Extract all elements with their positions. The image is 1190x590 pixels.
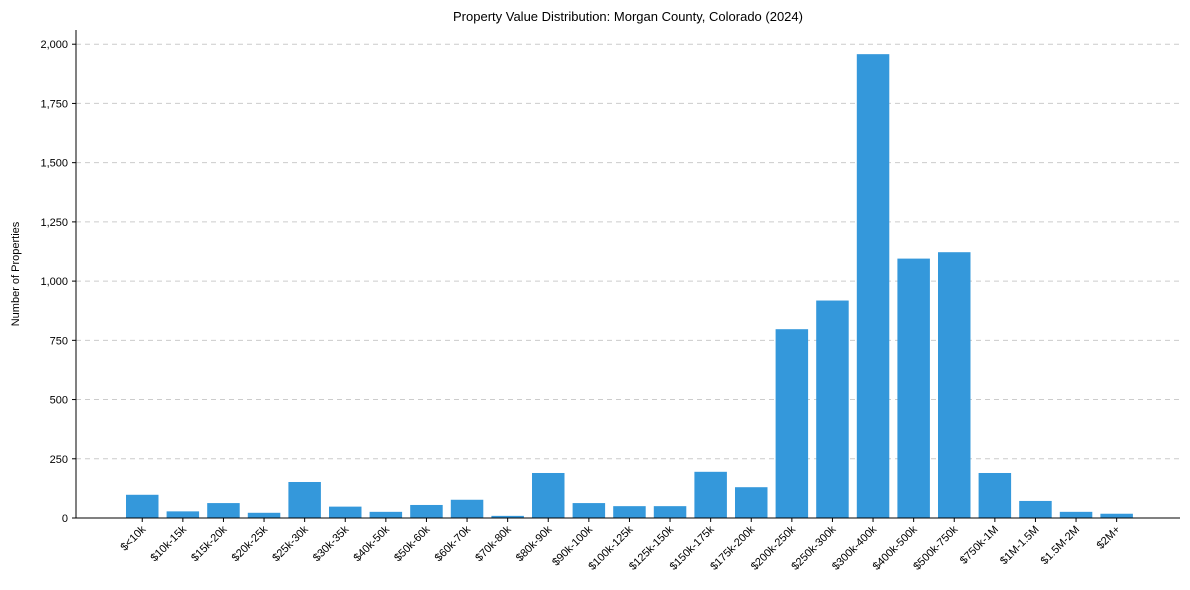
bar xyxy=(247,512,281,518)
chart-title: Property Value Distribution: Morgan Coun… xyxy=(453,9,803,24)
x-axis-ticks: $<10k $10k-15k $15k-20k $20k-25k $25k-30k $30… xyxy=(118,518,1123,573)
bar xyxy=(1019,500,1052,518)
gridlines xyxy=(76,43,1180,460)
bar xyxy=(1059,511,1093,518)
x-tick-label: $50k-60k xyxy=(392,523,433,564)
x-tick-label: $30k-35k xyxy=(311,523,352,564)
y-tick-label: 0 xyxy=(62,513,68,525)
bar xyxy=(1100,513,1133,518)
x-tick-label: $25k-30k xyxy=(270,523,311,564)
bar xyxy=(613,506,646,518)
bar xyxy=(532,472,565,518)
bar xyxy=(126,494,159,518)
bar xyxy=(978,472,1012,518)
bar xyxy=(450,499,484,518)
bar xyxy=(775,329,809,518)
x-tick-label: $<10k xyxy=(118,523,148,553)
x-tick-label: $750k-1M xyxy=(958,524,1001,567)
axes xyxy=(75,30,1180,519)
bar xyxy=(816,300,849,518)
x-tick-label: $60k-70k xyxy=(433,523,474,564)
y-tick-label: 2,000 xyxy=(40,39,68,51)
bar xyxy=(653,506,687,518)
y-tick-label: 500 xyxy=(50,395,68,407)
bar xyxy=(369,511,403,518)
y-axis-ticks: 0 250 500 750 1,000 1,250 1,500 1,750 2,000 xyxy=(40,39,76,525)
x-tick-label: $10k-15k xyxy=(148,523,189,564)
x-tick-label: $20k-25k xyxy=(230,523,271,564)
x-tick-label: $2M+ xyxy=(1095,524,1123,552)
bar xyxy=(410,504,443,518)
y-tick-label: 250 xyxy=(50,454,68,466)
bar xyxy=(694,471,727,518)
x-tick-label: $15k-20k xyxy=(189,523,230,564)
x-tick-label: $1M-1.5M xyxy=(998,524,1042,568)
bars xyxy=(126,54,1133,519)
bar xyxy=(166,511,200,518)
bar xyxy=(491,515,524,518)
y-tick-label: 1,250 xyxy=(40,217,68,229)
y-tick-label: 750 xyxy=(50,335,68,347)
x-tick-label: $80k-90k xyxy=(514,523,555,564)
bar xyxy=(938,252,971,519)
bar xyxy=(735,487,768,518)
bar xyxy=(329,506,362,518)
bar xyxy=(572,503,606,518)
x-tick-label: $500k-750k xyxy=(911,523,960,572)
bar xyxy=(897,258,930,518)
y-axis-label: Number of Properties xyxy=(10,221,22,326)
bar xyxy=(207,503,240,518)
y-tick-label: 1,500 xyxy=(40,158,68,170)
y-tick-label: 1,750 xyxy=(40,98,68,110)
bar xyxy=(288,481,321,518)
x-tick-label: $40k-50k xyxy=(351,523,392,564)
y-tick-label: 1,000 xyxy=(40,276,68,288)
bar xyxy=(856,54,890,518)
x-tick-label: $70k-80k xyxy=(473,523,514,564)
x-tick-label: $1.5M-2M xyxy=(1039,524,1083,568)
